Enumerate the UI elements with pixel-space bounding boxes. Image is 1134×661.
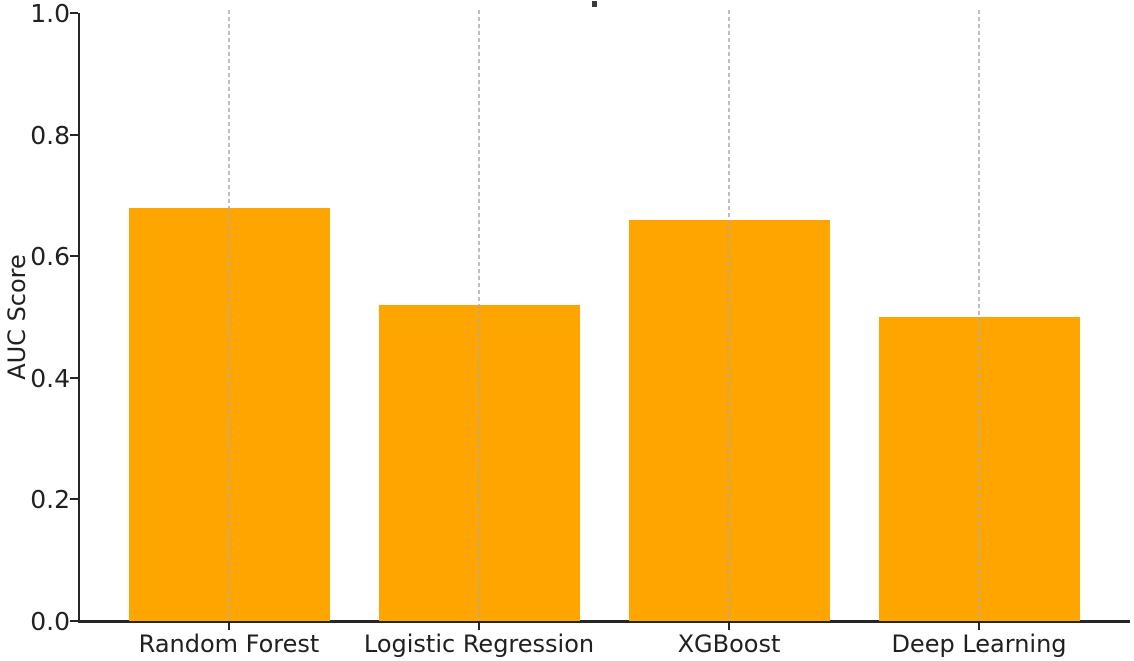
y-tick-label: 0.0 [30,607,70,636]
y-tick-mark [69,133,78,136]
x-tick-mark [228,623,230,630]
y-tick-label: 0.2 [30,485,70,515]
y-tick-label: 0.8 [30,120,70,150]
y-axis-spine [77,13,80,623]
y-tick-mark [69,12,78,14]
vertical-gridline [978,10,980,621]
y-tick-mark [69,620,78,622]
x-tick-mark [478,623,480,630]
x-tick-label: XGBoost [677,630,781,658]
y-tick-mark [69,498,78,501]
x-tick-label: Logistic Regression [363,630,595,658]
vertical-gridline [728,10,730,621]
y-tick-mark [69,255,78,258]
x-tick-mark [978,623,980,630]
x-tick-mark [728,623,730,630]
x-tick-label: Deep Learning [891,630,1067,658]
x-tick-label: Random Forest [138,630,320,658]
x-axis-spine [77,620,1130,623]
y-tick-label: 1.0 [30,0,70,28]
y-tick-label: 0.6 [30,242,70,272]
cropped-title-mark [592,1,597,7]
y-tick-label: 0.4 [30,363,70,393]
y-tick-mark [69,376,78,379]
vertical-gridline [478,10,480,621]
vertical-gridline [228,10,230,621]
